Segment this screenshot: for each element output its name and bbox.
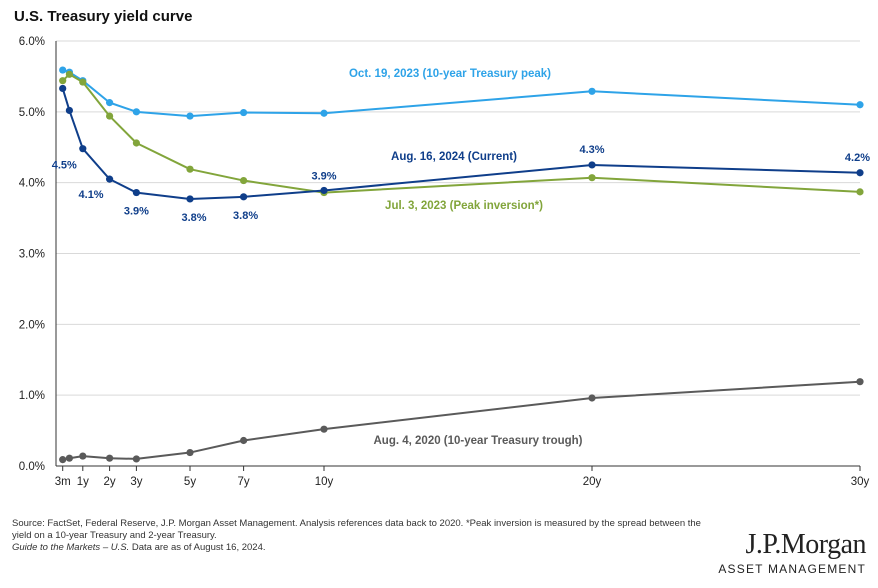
series-label: Oct. 19, 2023 (10-year Treasury peak)	[349, 68, 551, 80]
series-label: Aug. 16, 2024 (Current)	[391, 151, 517, 163]
data-point	[59, 66, 67, 74]
data-point	[79, 78, 87, 86]
y-tick-label: 3.0%	[19, 249, 45, 261]
y-tick-label: 2.0%	[19, 319, 45, 331]
data-point	[320, 109, 328, 117]
x-tick-label: 20y	[583, 476, 602, 488]
data-label: 4.3%	[579, 144, 604, 156]
data-date-note: Data are as of August 16, 2024.	[129, 542, 266, 553]
source-text: Source: FactSet, Federal Reserve, J.P. M…	[12, 518, 701, 541]
x-tick-label: 10y	[315, 476, 334, 488]
data-point	[588, 174, 596, 182]
data-label: 4.1%	[79, 189, 104, 201]
data-point	[59, 456, 67, 464]
data-point	[132, 455, 140, 463]
data-point	[186, 112, 194, 120]
data-label: 4.5%	[52, 160, 77, 172]
x-tick-label: 3m	[55, 476, 71, 488]
x-tick-label: 2y	[104, 476, 116, 488]
data-point	[65, 454, 73, 462]
data-point	[856, 169, 864, 177]
x-tick-label: 5y	[184, 476, 196, 488]
guide-title: Guide to the Markets – U.S.	[12, 542, 130, 553]
guide-note: Guide to the Markets – U.S. Data are as …	[12, 542, 712, 554]
jpmorgan-logo: J.P.Morgan ASSET MANAGEMENT	[718, 529, 866, 577]
x-tick-label: 3y	[130, 476, 142, 488]
data-point	[856, 101, 864, 109]
data-point	[59, 77, 67, 85]
series-label: Aug. 4, 2020 (10-year Treasury trough)	[374, 435, 583, 447]
y-tick-label: 4.0%	[19, 178, 45, 190]
data-point	[65, 106, 73, 115]
data-point	[856, 188, 864, 196]
data-point	[240, 108, 248, 117]
y-tick-label: 5.0%	[19, 107, 45, 119]
series-line	[62, 73, 861, 194]
data-point	[106, 175, 114, 183]
data-point	[106, 99, 114, 107]
data-point	[186, 448, 194, 457]
x-tick-label: 1y	[77, 476, 89, 488]
chart-title: U.S. Treasury yield curve	[14, 8, 193, 25]
data-point	[186, 165, 194, 173]
data-point	[588, 394, 596, 402]
data-point	[79, 145, 87, 153]
data-point	[106, 454, 114, 462]
series-line	[62, 380, 861, 461]
source-note: Source: FactSet, Federal Reserve, J.P. M…	[12, 518, 712, 554]
data-point	[132, 139, 140, 147]
data-label: 4.2%	[845, 152, 870, 164]
logo-brand: J.P.Morgan	[745, 529, 866, 560]
data-point	[588, 87, 596, 95]
data-point	[240, 193, 248, 201]
yield-curve-chart: 0.0% 1.0% 2.0% 3.0% 4.0% 5.0% 6.0% 3m 1y 2y 3y 5y 7y…	[19, 36, 870, 488]
logo-subtitle: ASSET MANAGEMENT	[718, 562, 866, 576]
data-point	[320, 186, 328, 195]
data-point	[59, 84, 67, 93]
data-point	[79, 452, 87, 460]
data-point	[186, 195, 194, 203]
y-tick-label: 0.0%	[19, 461, 45, 473]
data-point	[132, 188, 140, 197]
data-point	[106, 112, 114, 120]
data-point	[856, 378, 864, 386]
x-tick-label: 30y	[851, 476, 870, 488]
series-line	[62, 69, 861, 118]
data-point	[65, 70, 73, 78]
x-tick-label: 7y	[238, 476, 250, 488]
series-label: Jul. 3, 2023 (Peak inversion*)	[385, 200, 543, 212]
data-point	[588, 161, 596, 169]
data-point	[320, 425, 328, 433]
data-label: 3.9%	[311, 170, 336, 182]
data-label: 3.9%	[124, 206, 149, 218]
data-point	[132, 108, 140, 116]
data-point	[240, 436, 248, 445]
data-label: 3.8%	[181, 212, 206, 224]
y-tick-label: 6.0%	[19, 36, 45, 48]
data-point	[240, 176, 248, 185]
series-line	[61, 88, 861, 200]
data-label: 3.8%	[233, 210, 258, 222]
y-tick-label: 1.0%	[19, 390, 45, 402]
